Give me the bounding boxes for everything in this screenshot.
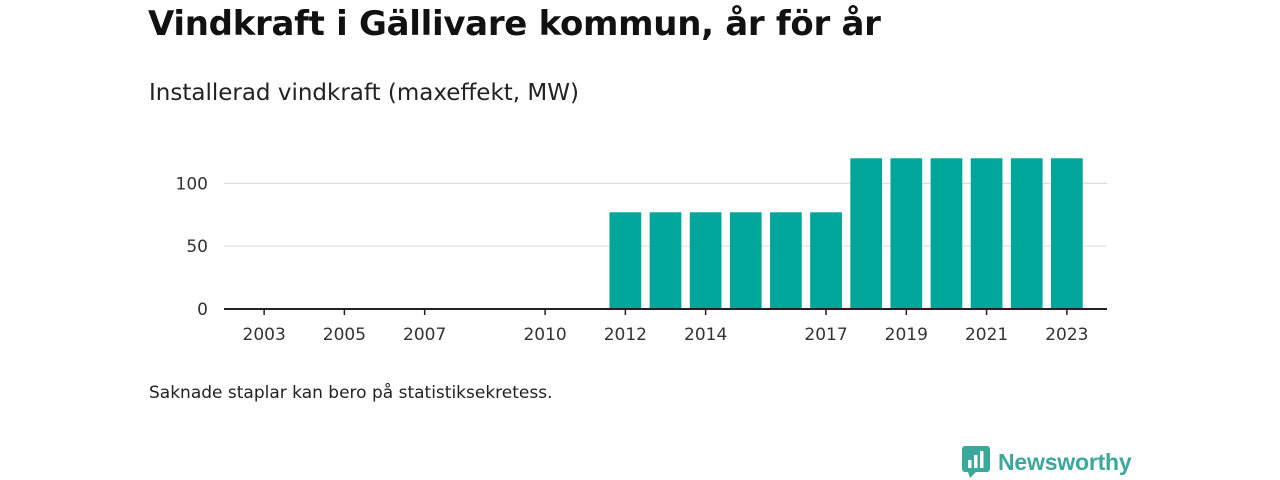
- bar-2013: [649, 212, 682, 309]
- bar-2022: [1010, 158, 1043, 309]
- footnote: Saknade staplar kan bero på statistiksek…: [149, 383, 553, 403]
- bar-2014: [689, 212, 722, 309]
- bars: [609, 158, 1083, 309]
- newsworthy-logo: Newsworthy: [962, 446, 1132, 478]
- x-tick-label: 2005: [323, 325, 366, 345]
- bar-2017: [810, 212, 842, 309]
- newsworthy-logo-icon: [962, 446, 990, 478]
- bar-2012: [609, 212, 642, 309]
- y-tick-label: 50: [186, 237, 208, 257]
- brand-name: Newsworthy: [998, 448, 1132, 475]
- x-tick-label: 2012: [604, 325, 647, 345]
- x-tick-label: 2014: [684, 325, 727, 345]
- bar-chart: 0 50 100 2003 2005 2007 2010 2012 2014 2017 2019 20…: [176, 158, 1107, 345]
- bar-2015: [729, 212, 762, 309]
- y-tick-label: 100: [176, 174, 208, 194]
- x-tick-label: 2023: [1045, 325, 1088, 345]
- chart-title: Vindkraft i Gällivare kommun, år för år: [148, 4, 881, 44]
- bar-2016: [770, 212, 802, 309]
- x-tick-label: 2021: [965, 325, 1008, 345]
- x-tick-label: 2003: [243, 325, 286, 345]
- y-tick-label: 0: [197, 300, 208, 320]
- bar-2021: [970, 158, 1003, 309]
- bar-2023: [1051, 158, 1083, 309]
- bar-2020: [930, 158, 963, 309]
- x-tick-label: 2007: [403, 325, 446, 345]
- chart-subtitle: Installerad vindkraft (maxeffekt, MW): [149, 80, 579, 106]
- x-tick-label: 2019: [885, 325, 928, 345]
- axes: 0 50 100 2003 2005 2007 2010 2012 2014 2017 2019 20…: [176, 174, 1107, 345]
- x-tick-label: 2017: [804, 325, 847, 345]
- bar-2018: [850, 158, 883, 309]
- x-tick-label: 2010: [523, 325, 566, 345]
- bar-2019: [890, 158, 923, 309]
